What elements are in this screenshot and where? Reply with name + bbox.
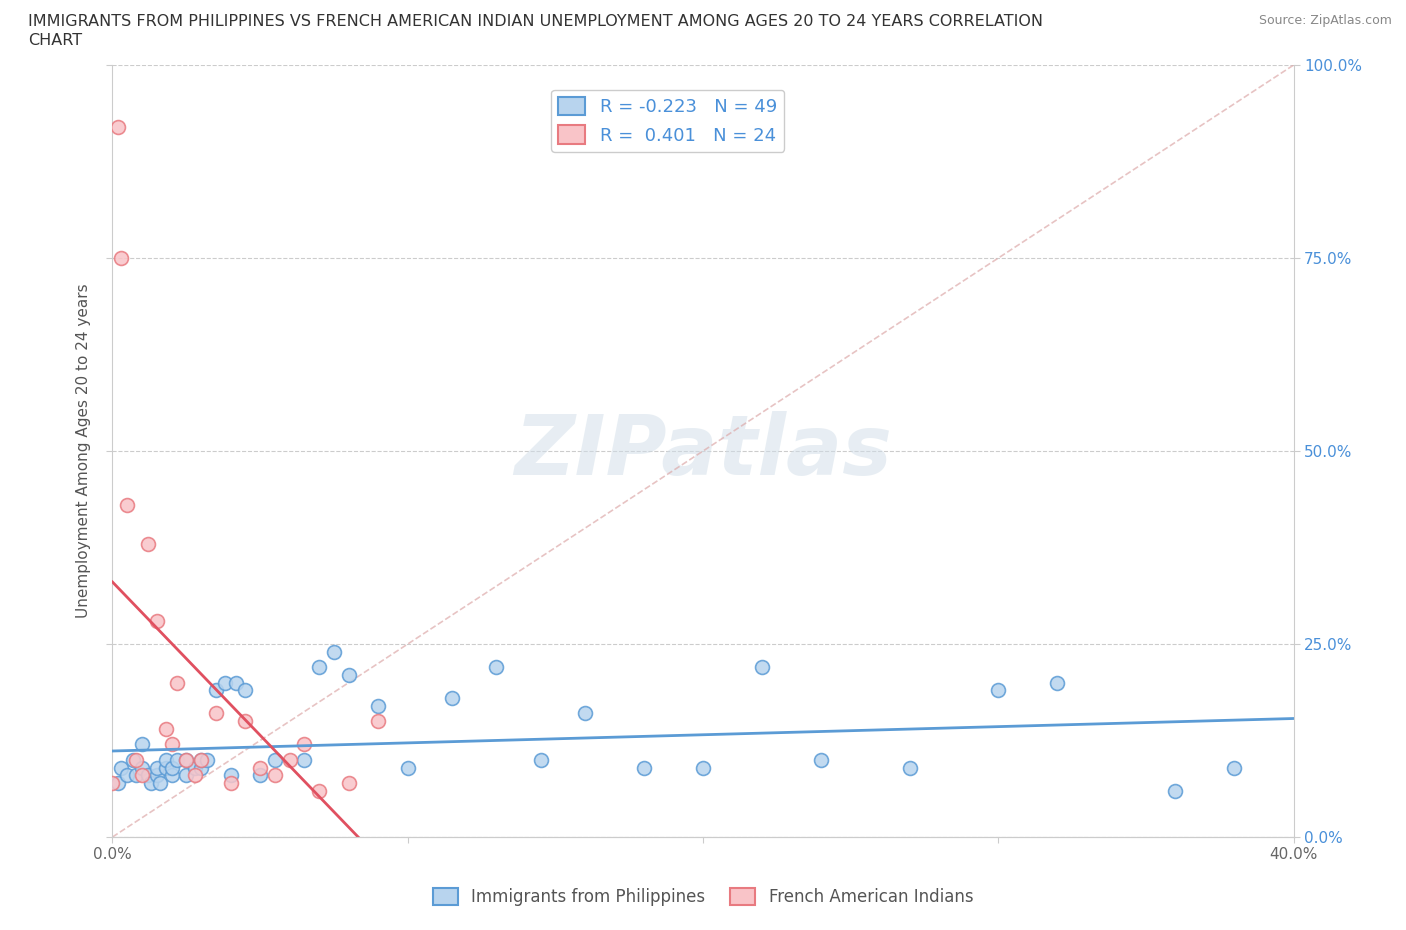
Point	[205, 683, 228, 698]
Point	[146, 760, 169, 775]
Point	[485, 659, 508, 674]
Point	[692, 760, 714, 775]
Point	[264, 768, 287, 783]
Point	[110, 250, 132, 266]
Point	[184, 768, 207, 783]
Point	[166, 752, 188, 767]
Point	[149, 776, 172, 790]
Legend: R = -0.223   N = 49, R =  0.401   N = 24: R = -0.223 N = 49, R = 0.401 N = 24	[551, 89, 785, 152]
Point	[219, 768, 242, 783]
Point	[987, 683, 1010, 698]
Point	[264, 752, 287, 767]
Point	[292, 752, 315, 767]
Point	[117, 768, 138, 783]
Point	[131, 760, 153, 775]
Text: IMMIGRANTS FROM PHILIPPINES VS FRENCH AMERICAN INDIAN UNEMPLOYMENT AMONG AGES 20: IMMIGRANTS FROM PHILIPPINES VS FRENCH AM…	[28, 14, 1043, 29]
Point	[125, 752, 148, 767]
Point	[160, 760, 183, 775]
Point	[122, 752, 145, 767]
Point	[174, 768, 197, 783]
Point	[184, 760, 207, 775]
Point	[131, 768, 153, 783]
Point	[190, 760, 212, 775]
Point	[574, 706, 596, 721]
Point	[110, 760, 132, 775]
Point	[174, 752, 197, 767]
Point	[337, 668, 360, 683]
Point	[166, 675, 188, 690]
Point	[107, 119, 129, 134]
Point	[219, 776, 242, 790]
Point	[107, 776, 129, 790]
Point	[751, 659, 773, 674]
Point	[214, 675, 236, 690]
Point	[810, 752, 832, 767]
Point	[1223, 760, 1246, 775]
Point	[225, 675, 247, 690]
Point	[633, 760, 655, 775]
Point	[125, 768, 148, 783]
Point	[323, 644, 346, 659]
Point	[117, 498, 138, 512]
Point	[1164, 783, 1187, 798]
Point	[1046, 675, 1069, 690]
Point	[195, 752, 218, 767]
Point	[233, 714, 256, 729]
Point	[308, 783, 330, 798]
Point	[308, 659, 330, 674]
Point	[898, 760, 921, 775]
Point	[205, 706, 228, 721]
Point	[160, 768, 183, 783]
Point	[367, 698, 389, 713]
Point	[136, 537, 159, 551]
Point	[249, 760, 271, 775]
Point	[278, 752, 301, 767]
Y-axis label: Unemployment Among Ages 20 to 24 years: Unemployment Among Ages 20 to 24 years	[76, 284, 91, 618]
Point	[367, 714, 389, 729]
Point	[160, 737, 183, 751]
Text: ZIPatlas: ZIPatlas	[515, 410, 891, 492]
Point	[233, 683, 256, 698]
Point	[337, 776, 360, 790]
Text: CHART: CHART	[28, 33, 82, 47]
Point	[190, 752, 212, 767]
Text: Source: ZipAtlas.com: Source: ZipAtlas.com	[1258, 14, 1392, 27]
Point	[529, 752, 551, 767]
Point	[249, 768, 271, 783]
Point	[190, 752, 212, 767]
Point	[146, 614, 169, 629]
Legend: Immigrants from Philippines, French American Indians: Immigrants from Philippines, French Amer…	[426, 881, 980, 912]
Point	[101, 776, 124, 790]
Point	[139, 776, 162, 790]
Point	[131, 737, 153, 751]
Point	[155, 760, 177, 775]
Point	[441, 691, 464, 706]
Point	[136, 768, 159, 783]
Point	[292, 737, 315, 751]
Point	[146, 768, 169, 783]
Point	[155, 722, 177, 737]
Point	[396, 760, 419, 775]
Point	[174, 752, 197, 767]
Point	[155, 752, 177, 767]
